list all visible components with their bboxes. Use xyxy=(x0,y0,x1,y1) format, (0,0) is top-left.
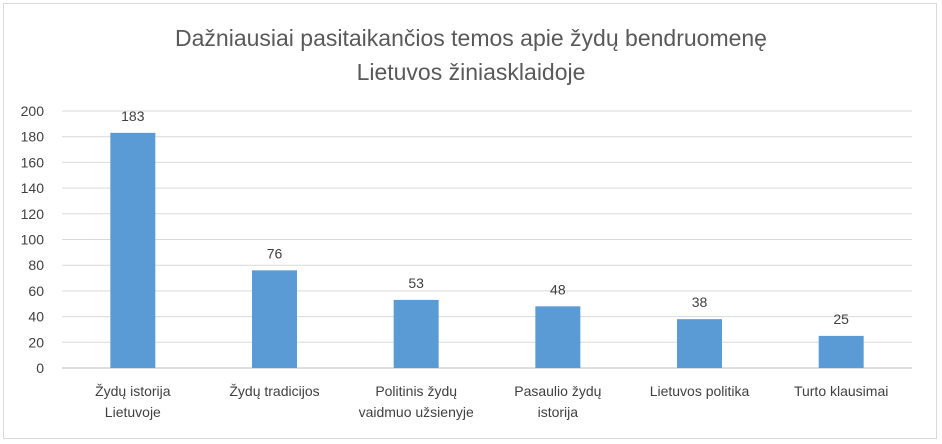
category-label: Lietuvos politika xyxy=(650,383,750,399)
y-tick-label: 120 xyxy=(21,206,45,222)
data-label: 183 xyxy=(121,108,145,124)
data-label: 25 xyxy=(833,311,849,327)
category-label: Politinis žydų vaidmuo užsienyje xyxy=(359,383,474,420)
bar xyxy=(535,306,581,368)
y-tick-label: 60 xyxy=(28,283,44,299)
bar xyxy=(252,270,297,368)
chart-title-line-2: Lietuvos žiniasklaidoje xyxy=(357,59,586,85)
y-tick-label: 140 xyxy=(21,180,45,196)
bar xyxy=(818,335,864,368)
y-tick-label: 20 xyxy=(28,334,44,350)
y-tick-label: 160 xyxy=(21,154,45,170)
y-axis-tick-labels: 0 20 40 60 80 100 120 140 160 180 200 xyxy=(21,103,45,376)
data-label: 48 xyxy=(550,281,566,297)
bar xyxy=(110,132,156,368)
chart-title: Dažniausiai pasitaikančios temos apie žy… xyxy=(175,25,767,85)
y-tick-label: 0 xyxy=(36,360,44,376)
bars xyxy=(110,132,864,368)
data-labels: 183 76 53 48 38 25 xyxy=(121,108,849,327)
bar xyxy=(393,299,439,368)
category-labels: Žydų istorija Lietuvoje Žydų tradicijos Pol… xyxy=(95,383,888,420)
chart-frame xyxy=(3,3,937,439)
data-label: 38 xyxy=(692,294,708,310)
y-tick-label: 200 xyxy=(21,103,45,119)
y-tick-label: 100 xyxy=(21,232,45,248)
y-tick-label: 180 xyxy=(21,129,45,145)
bar xyxy=(677,319,722,368)
chart-title-line-1: Dažniausiai pasitaikančios temos apie žy… xyxy=(175,25,767,51)
category-label: Pasaulio žydų istorija xyxy=(514,383,601,420)
data-label: 76 xyxy=(267,245,283,261)
y-tick-label: 40 xyxy=(28,309,44,325)
y-tick-label: 80 xyxy=(28,257,44,273)
category-label: Žydų tradicijos xyxy=(229,383,319,399)
category-label: Žydų istorija Lietuvoje xyxy=(95,383,171,420)
gridlines xyxy=(62,110,912,369)
category-label: Turto klausimai xyxy=(794,383,888,399)
data-label: 53 xyxy=(408,275,424,291)
